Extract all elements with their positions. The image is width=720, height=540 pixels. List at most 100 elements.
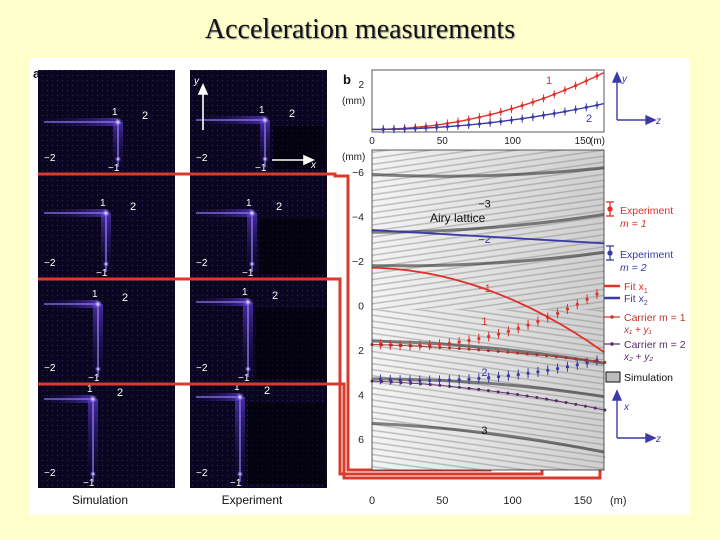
order-label-2: 2: [130, 201, 136, 213]
experiment-m1-point: [546, 316, 550, 320]
top-series-2-point: [552, 111, 556, 116]
main-plot-order-labels: −3 −2 −1 1 2 3: [478, 198, 491, 437]
main-ytick: 6: [358, 434, 364, 446]
experiment-m1-point: [536, 319, 540, 324]
carrier-m1-marker: [554, 355, 558, 359]
carrier-m1-marker: [496, 349, 500, 353]
x-arrow-head: [303, 154, 315, 166]
top-series-2-point: [477, 122, 482, 126]
order-label-minus2: −2: [44, 363, 56, 374]
main-ytick: −4: [352, 212, 364, 224]
experiment-m2-point: [487, 376, 491, 380]
panel-a-label: a: [33, 66, 41, 81]
simulated-beam-band-1: [371, 166, 605, 178]
legend-carrier1-eq: x₁ + y₁: [623, 325, 652, 336]
top-series-2-point: [381, 127, 385, 131]
legend-fit1: Fit x1: [624, 281, 648, 295]
experiment-m2-point: [526, 371, 530, 375]
experiment-m2-point: [477, 376, 481, 381]
experiment-m2-point: [565, 365, 570, 369]
legend-fit1-text: Fit x: [624, 281, 645, 293]
top-series-1-point: [584, 79, 588, 83]
fit-x2-curve: [371, 229, 605, 245]
legend-simulation: Simulation: [624, 372, 673, 384]
top-plot-xticks: 0 50 100 150: [369, 136, 591, 147]
order-label-2: 2: [272, 290, 278, 302]
top-z-head: [645, 114, 657, 126]
carrier-m1-marker: [457, 347, 461, 351]
experiment-m1-point: [467, 338, 471, 343]
top-plot-xunit: (m): [590, 136, 605, 147]
carrier-m1-marker: [516, 351, 520, 355]
simulated-beam-band-6: [371, 421, 605, 454]
panel-a-x-label: x: [310, 160, 317, 171]
carrier-m1-marker: [506, 350, 510, 354]
experiment-m1-point: [595, 292, 599, 296]
order-label-minus2: −2: [196, 363, 208, 374]
top-series-1-point: [541, 96, 546, 100]
carrier-m2-marker: [583, 404, 587, 408]
main-xtick: 0: [369, 495, 375, 507]
top-series-1-point: [520, 104, 524, 108]
order-label-2: 2: [264, 385, 270, 397]
main-xtick: 50: [436, 495, 448, 507]
legend-carrier2: Carrier m = 2: [624, 339, 686, 351]
legend-carrier1-dot: [610, 315, 614, 319]
top-xtick-100: 100: [504, 136, 521, 147]
legend-fit2-text: Fit x: [624, 293, 645, 305]
carrier-m2-marker: [448, 384, 452, 388]
bottom-axes-z-label: z: [655, 434, 661, 445]
carrier-m2-marker: [477, 387, 481, 391]
order-label-minus2: −2: [196, 258, 208, 269]
top-series-1-point: [456, 119, 460, 124]
order-label-1: 1: [246, 198, 252, 209]
main-plot: (mm) −6 −4 −2 0 2 4 6 0 50 100 150 (m) Airy latti…: [342, 149, 627, 507]
order-label-2: 2: [117, 387, 123, 399]
top-plot-frame: [371, 69, 605, 133]
top-series-2-point: [445, 125, 449, 129]
top-series-2-point: [595, 103, 599, 107]
order-label-minus1: −1: [230, 478, 242, 489]
top-series-2-point: [499, 119, 503, 124]
experiment-m2-point: [575, 363, 579, 367]
carrier-m2-marker: [380, 380, 384, 384]
experiment-m2-point: [457, 378, 461, 382]
top-axes-indicator: [611, 71, 657, 126]
legend-fit1-sub: 1: [644, 288, 648, 295]
carrier-m2-marker: [593, 406, 597, 410]
experiment-m1-point: [477, 337, 481, 341]
legend-exp1-line1: Experiment: [620, 205, 673, 217]
carrier-m1-marker: [593, 359, 597, 363]
top-axes-y-label: y: [621, 74, 628, 85]
carrier-m1-marker: [419, 344, 423, 348]
main-plot-xticks: 0 50 100 150: [369, 495, 592, 507]
top-series-2-point: [531, 115, 535, 119]
top-series-1-point: [595, 74, 599, 78]
carrier-m1-marker: [545, 354, 549, 358]
carrier-m2-marker: [389, 380, 393, 384]
carrier-m1-marker: [399, 343, 403, 347]
top-series-1-point: [488, 113, 492, 117]
carrier-m2-marker: [438, 383, 442, 387]
top-series-2-point: [584, 105, 588, 109]
experiment-m2-point: [585, 361, 589, 365]
legend-exp2-line2: m = 2: [620, 262, 647, 274]
carrier-m1-marker: [448, 346, 452, 350]
order-label-minus1: −1: [96, 268, 108, 279]
legend-carrier1: Carrier m = 1: [624, 312, 686, 324]
order-label-minus1: −1: [83, 478, 95, 489]
legend-exp2-line1: Experiment: [620, 249, 673, 261]
legend: Experiment m = 1 Experiment m = 2 Fit x1…: [604, 201, 686, 384]
panel-b-label: b: [343, 72, 351, 87]
panel-a-image-grid: 1 2−2−11 2−2−11 2−2−11 2−2−11 2−2−11 2−2−11 2−2…: [38, 70, 327, 489]
top-y-head: [611, 71, 623, 83]
legend-fit2-sub: 2: [644, 300, 648, 307]
experiment-m1-point: [556, 311, 560, 316]
order-label-1: 1: [87, 384, 93, 395]
legend-fit2: Fit x2: [624, 293, 648, 307]
top-series-1-point: [563, 88, 567, 92]
carrier-m2-marker: [467, 386, 471, 390]
top-plot: (mm) 2 0 50 100 150 (m) 1 2: [342, 69, 605, 147]
top-series-1-point: [552, 92, 556, 96]
experiment-m2-point: [516, 372, 520, 377]
